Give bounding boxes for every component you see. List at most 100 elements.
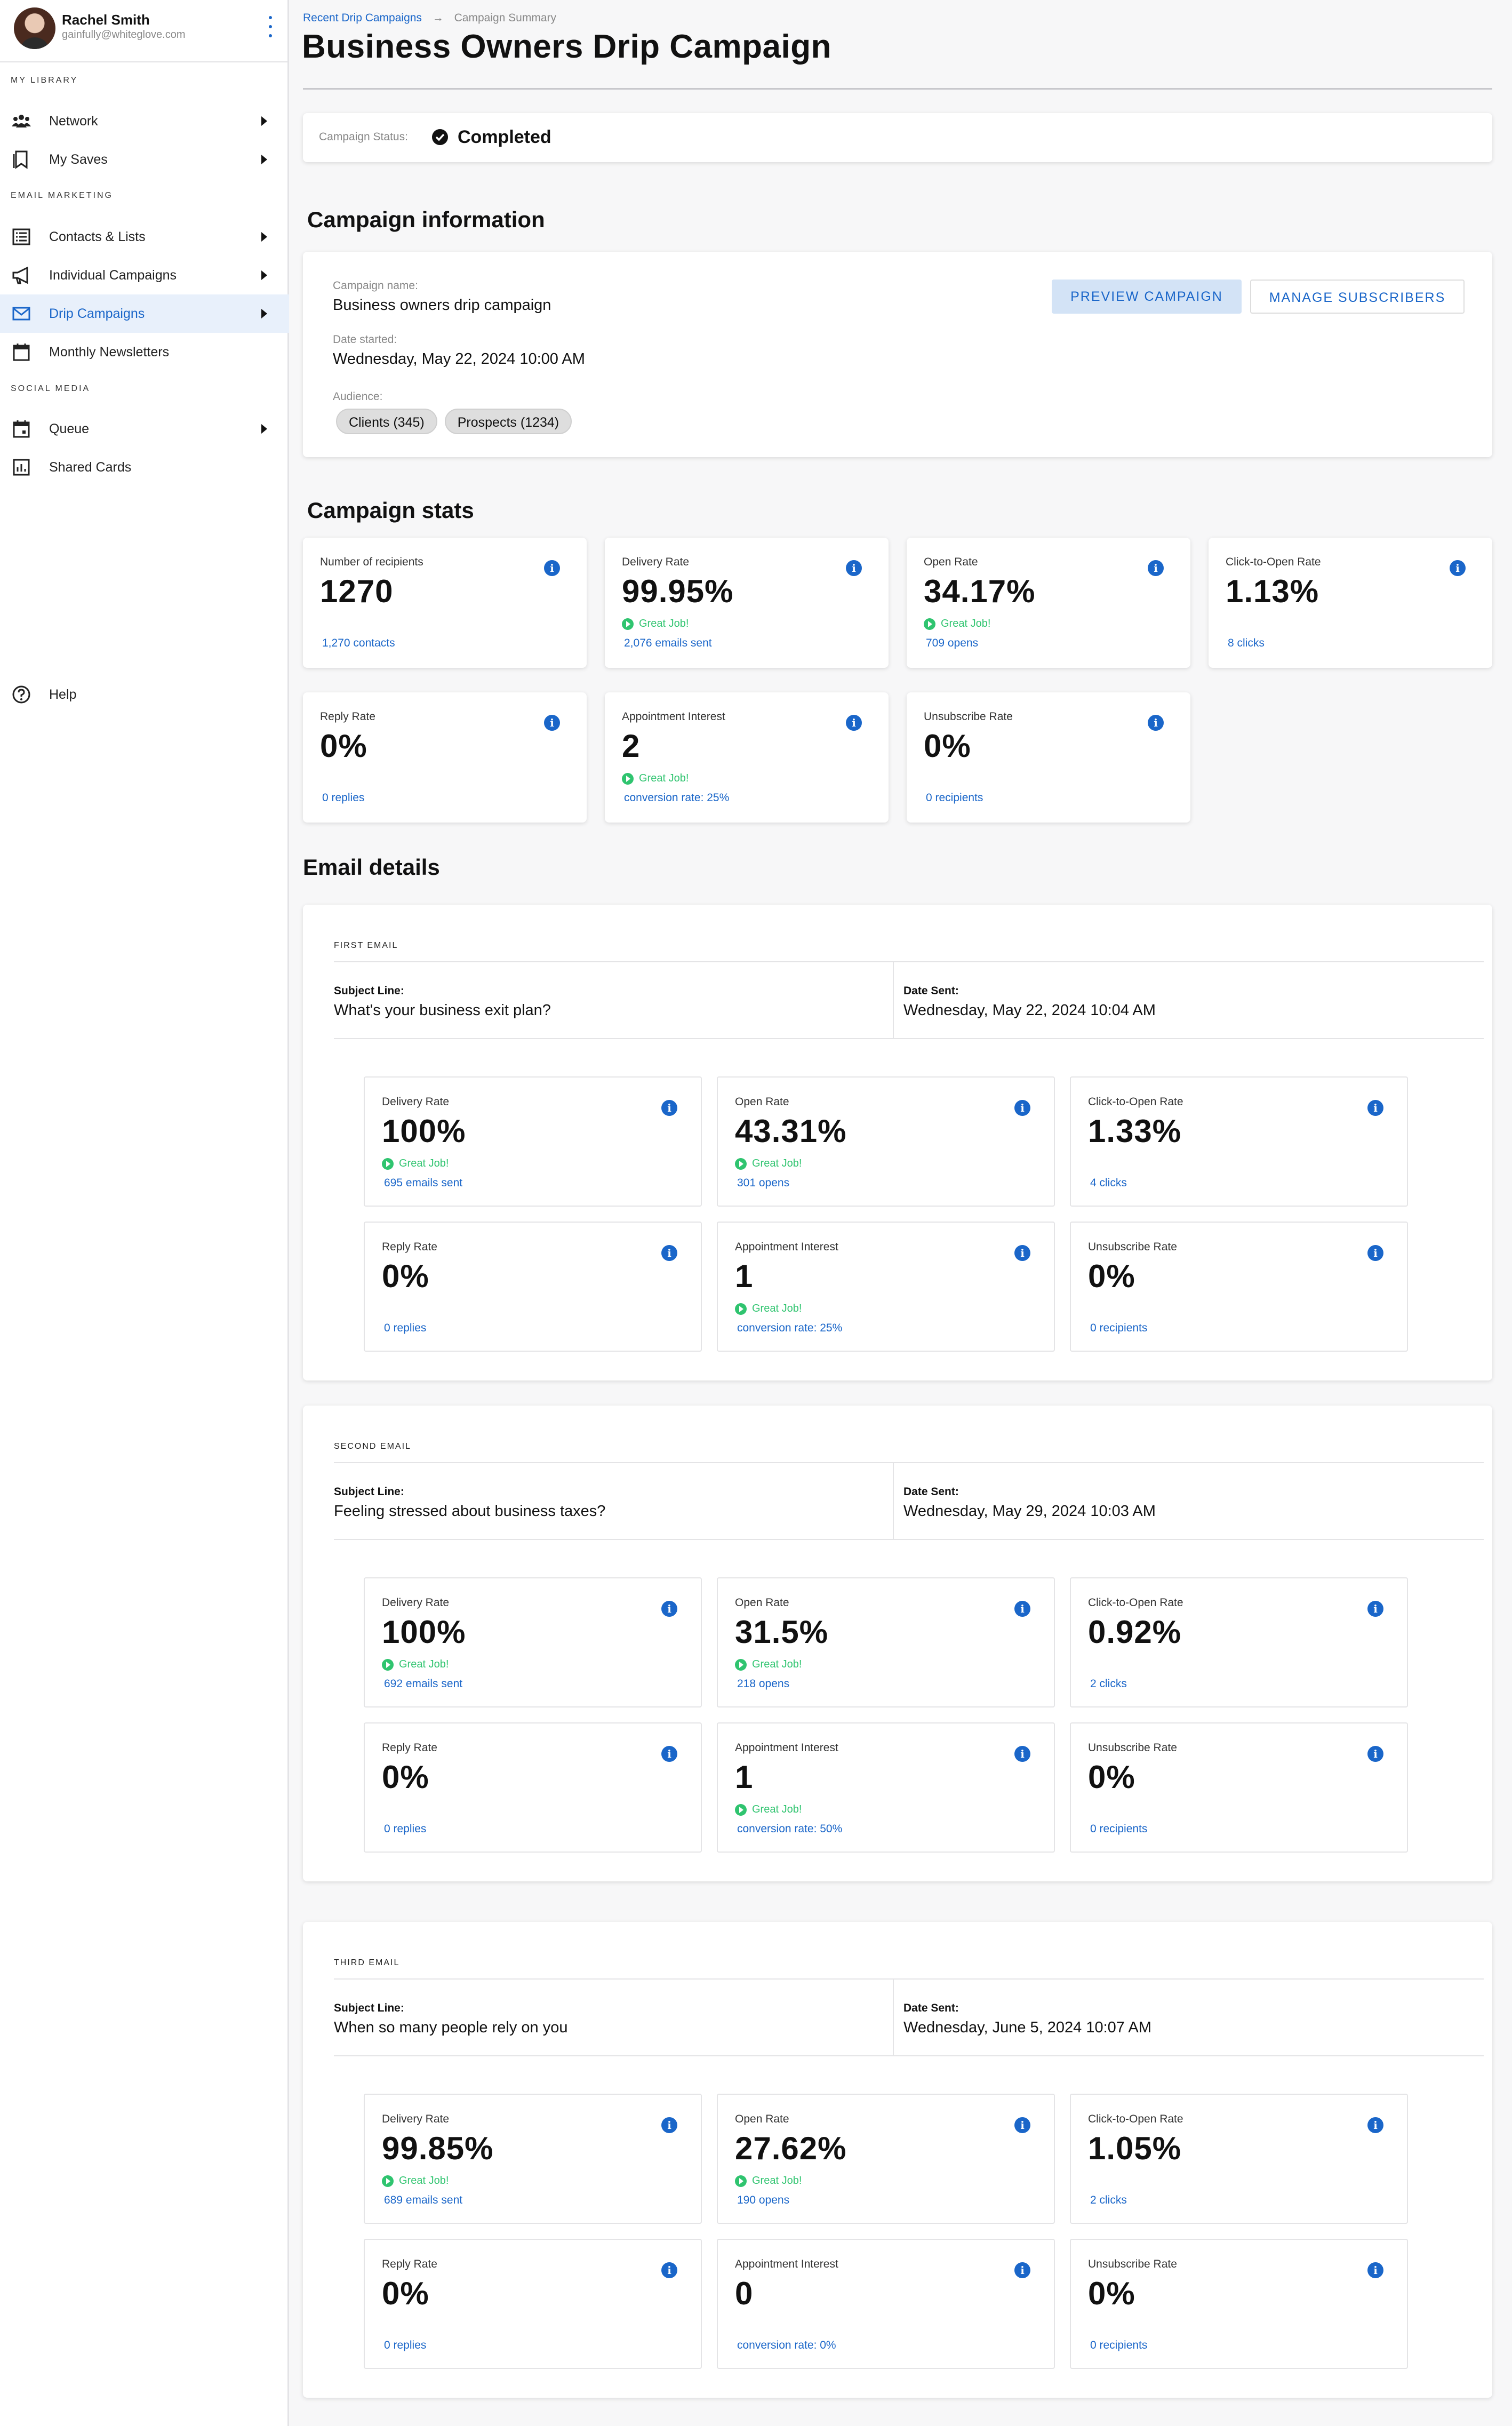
date-sent: Wednesday, May 22, 2024 10:04 AM	[903, 1002, 1156, 1019]
info-icon[interactable]: i	[1367, 1245, 1383, 1261]
stat-label: Open Rate	[735, 2113, 789, 2125]
main-content: Recent Drip Campaigns → Campaign Summary…	[289, 0, 1512, 2426]
more-options-icon[interactable]	[268, 16, 273, 37]
stat-link[interactable]: 2 clicks	[1090, 2194, 1127, 2206]
stat-label: Unsubscribe Rate	[924, 711, 1013, 723]
sidebar-item-help[interactable]: Help	[0, 675, 289, 714]
stat-link[interactable]: 709 opens	[926, 637, 979, 649]
great-job-text: Great Job!	[752, 1158, 802, 1169]
stat-link[interactable]: 4 clicks	[1090, 1177, 1127, 1189]
stat-link[interactable]: 689 emails sent	[384, 2194, 463, 2206]
info-icon[interactable]: i	[1367, 2262, 1383, 2278]
stat-card: Number of recipients 1270 1,270 contacts i	[303, 538, 587, 668]
info-icon[interactable]: i	[1367, 1100, 1383, 1116]
info-icon[interactable]: i	[1014, 1746, 1030, 1762]
sidebar-item-contacts[interactable]: Contacts & Lists	[0, 218, 289, 256]
email-title: FIRST EMAIL	[334, 941, 398, 950]
great-job-text: Great Job!	[639, 772, 689, 784]
preview-campaign-button[interactable]: PREVIEW CAMPAIGN	[1052, 280, 1242, 314]
divider	[334, 1462, 1484, 1463]
sidebar-item-label: My Saves	[49, 151, 108, 167]
network-icon	[12, 115, 31, 127]
stat-link[interactable]: 218 opens	[737, 1678, 790, 1690]
info-icon[interactable]: i	[1014, 1245, 1030, 1261]
user-profile[interactable]: Rachel Smith gainfully@whiteglove.com	[0, 0, 287, 62]
campaign-information-heading: Campaign information	[307, 207, 545, 232]
chart-icon	[13, 459, 30, 476]
stat-link[interactable]: 0 recipients	[1090, 1322, 1148, 1334]
sidebar-item-shared-cards[interactable]: Shared Cards	[0, 448, 289, 486]
great-job-badge: Great Job!	[382, 2175, 449, 2187]
breadcrumb-link-recent-drip-campaigns[interactable]: Recent Drip Campaigns	[303, 12, 422, 24]
section-label-email-marketing: EMAIL MARKETING	[11, 191, 113, 200]
sidebar-item-queue[interactable]: Queue	[0, 410, 289, 448]
stat-value: 1.33%	[1088, 1113, 1182, 1149]
stat-link[interactable]: 0 recipients	[1090, 2339, 1148, 2351]
info-icon[interactable]: i	[661, 2117, 677, 2133]
stat-card: Appointment Interest 1 Great Job! conversio…	[717, 1722, 1055, 1853]
stat-link[interactable]: 0 replies	[384, 1823, 427, 1835]
divider	[334, 1539, 1484, 1540]
stat-link[interactable]: 695 emails sent	[384, 1177, 463, 1189]
sidebar-item-drip-campaigns[interactable]: Drip Campaigns	[0, 294, 289, 333]
stat-link[interactable]: 8 clicks	[1228, 637, 1265, 649]
stat-link[interactable]: conversion rate: 25%	[624, 792, 730, 804]
stat-link[interactable]: 2,076 emails sent	[624, 637, 712, 649]
info-icon[interactable]: i	[1367, 1601, 1383, 1617]
info-icon[interactable]: i	[661, 1746, 677, 1762]
stat-label: Click-to-Open Rate	[1088, 1597, 1183, 1609]
stat-link[interactable]: 692 emails sent	[384, 1678, 463, 1690]
stat-link[interactable]: 0 replies	[322, 792, 365, 804]
campaign-status-card: Campaign Status: Completed	[303, 113, 1492, 162]
sidebar-item-monthly-newsletters[interactable]: Monthly Newsletters	[0, 333, 289, 371]
stat-link[interactable]: 0 replies	[384, 2339, 427, 2351]
stat-value: 0%	[382, 2276, 429, 2311]
stat-link[interactable]: conversion rate: 25%	[737, 1322, 843, 1334]
info-icon[interactable]: i	[661, 1245, 677, 1261]
stat-label: Appointment Interest	[735, 1241, 838, 1253]
stat-link[interactable]: conversion rate: 0%	[737, 2339, 836, 2351]
divider	[334, 1978, 1484, 1980]
caret-right-icon	[261, 155, 267, 164]
stat-link[interactable]: 2 clicks	[1090, 1678, 1127, 1690]
info-icon[interactable]: i	[1450, 560, 1466, 576]
stat-link[interactable]: conversion rate: 50%	[737, 1823, 843, 1835]
stat-link[interactable]: 301 opens	[737, 1177, 790, 1189]
info-icon[interactable]: i	[1148, 715, 1164, 731]
arrow-circle-icon	[735, 2175, 747, 2187]
info-icon[interactable]: i	[1367, 2117, 1383, 2133]
audience-chip[interactable]: Clients (345)	[336, 409, 437, 434]
info-icon[interactable]: i	[661, 1100, 677, 1116]
stat-card: Click-to-Open Rate 1.13% 8 clicks i	[1209, 538, 1492, 668]
info-icon[interactable]: i	[544, 560, 560, 576]
info-icon[interactable]: i	[1014, 1601, 1030, 1617]
sidebar-item-individual-campaigns[interactable]: Individual Campaigns	[0, 256, 289, 294]
info-icon[interactable]: i	[1014, 2117, 1030, 2133]
stat-link[interactable]: 1,270 contacts	[322, 637, 395, 649]
info-icon[interactable]: i	[661, 2262, 677, 2278]
info-icon[interactable]: i	[1367, 1746, 1383, 1762]
sidebar-item-my-saves[interactable]: My Saves	[0, 140, 289, 179]
info-icon[interactable]: i	[846, 715, 862, 731]
great-job-badge: Great Job!	[735, 1803, 802, 1816]
stat-value: 0	[735, 2276, 754, 2311]
stat-link[interactable]: 0 recipients	[926, 792, 983, 804]
stat-link[interactable]: 0 recipients	[1090, 1823, 1148, 1835]
campaign-stats-heading: Campaign stats	[307, 498, 474, 523]
sidebar-item-network[interactable]: Network	[0, 102, 289, 140]
info-icon[interactable]: i	[661, 1601, 677, 1617]
subject-line-label: Subject Line:	[334, 985, 404, 997]
info-icon[interactable]: i	[1148, 560, 1164, 576]
stat-link[interactable]: 190 opens	[737, 2194, 790, 2206]
info-icon[interactable]: i	[1014, 1100, 1030, 1116]
audience-chip[interactable]: Prospects (1234)	[444, 409, 572, 434]
info-icon[interactable]: i	[1014, 2262, 1030, 2278]
info-icon[interactable]: i	[846, 560, 862, 576]
info-icon[interactable]: i	[544, 715, 560, 731]
stat-value: 1.13%	[1226, 573, 1319, 609]
email-title: THIRD EMAIL	[334, 1958, 400, 1967]
stat-link[interactable]: 0 replies	[384, 1322, 427, 1334]
manage-subscribers-button[interactable]: MANAGE SUBSCRIBERS	[1250, 280, 1465, 314]
date-sent: Wednesday, May 29, 2024 10:03 AM	[903, 1503, 1156, 1520]
stat-value: 1.05%	[1088, 2130, 1182, 2166]
